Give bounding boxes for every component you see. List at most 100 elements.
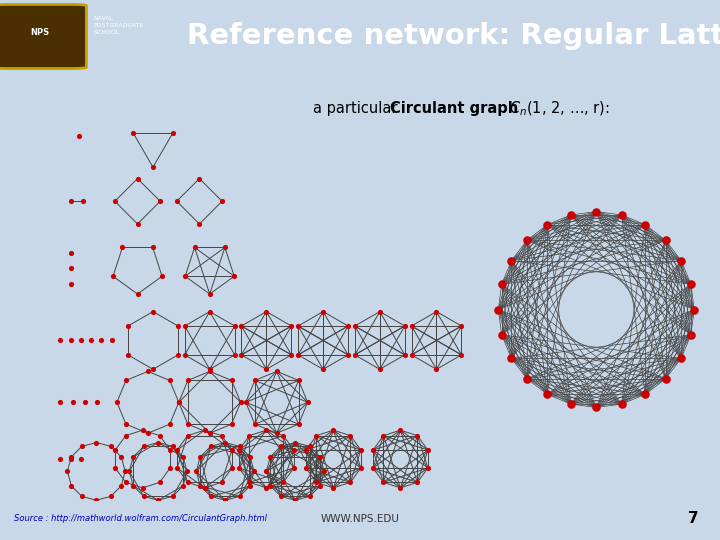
Point [132, 174, 143, 183]
Point [304, 442, 315, 451]
Point [115, 482, 127, 490]
Point [55, 398, 66, 407]
Point [378, 478, 390, 487]
Point [304, 492, 315, 501]
Point [182, 431, 194, 440]
Point [120, 420, 132, 428]
Point [120, 467, 131, 476]
Point [243, 478, 255, 487]
Point [76, 442, 88, 451]
Point [153, 496, 164, 504]
Point [204, 365, 215, 374]
Point [164, 446, 176, 454]
Point [590, 207, 602, 216]
Point [91, 438, 102, 447]
Point [65, 336, 76, 345]
Point [311, 431, 323, 440]
Point [395, 426, 406, 435]
Point [77, 197, 89, 206]
Text: NAVAL
POSTGRADUATE
SCHOOL: NAVAL POSTGRADUATE SCHOOL [94, 16, 144, 35]
Point [345, 478, 356, 487]
Point [91, 496, 102, 504]
Point [233, 446, 245, 454]
Point [496, 280, 508, 288]
Point [205, 442, 217, 451]
Point [367, 446, 379, 454]
Point [261, 467, 272, 476]
Point [147, 365, 158, 374]
Point [79, 398, 91, 407]
Text: 7: 7 [688, 511, 698, 526]
Point [96, 336, 107, 345]
Point [171, 197, 182, 206]
Point [179, 272, 191, 281]
Point [315, 482, 326, 490]
Point [127, 129, 139, 138]
Point [302, 398, 313, 407]
Point [111, 398, 122, 407]
Point [91, 398, 103, 407]
Point [65, 248, 76, 257]
Point [342, 350, 354, 359]
Point [271, 367, 282, 376]
Point [349, 322, 361, 330]
Point [374, 365, 386, 374]
Point [456, 350, 467, 359]
Point [431, 365, 442, 374]
Point [399, 322, 410, 330]
Point [147, 307, 158, 316]
Point [395, 483, 406, 492]
Point [147, 243, 158, 252]
Point [660, 374, 671, 383]
Point [406, 350, 418, 359]
Point [117, 243, 128, 252]
Point [154, 478, 166, 487]
Point [590, 403, 602, 412]
Point [300, 446, 312, 454]
Text: a particular: a particular [312, 101, 402, 116]
Point [199, 426, 210, 435]
Point [122, 322, 134, 330]
Point [182, 478, 194, 487]
Point [422, 446, 433, 454]
Point [685, 280, 697, 288]
Point [153, 438, 164, 447]
Point [367, 464, 379, 472]
Point [127, 482, 139, 490]
Point [311, 478, 323, 487]
Point [199, 483, 210, 492]
Point [271, 429, 282, 437]
Point [73, 132, 84, 140]
Point [172, 350, 184, 359]
Point [261, 426, 272, 435]
Text: Source : http://mathworld.wolfram.com/CirculantGraph.html: Source : http://mathworld.wolfram.com/Ci… [14, 515, 267, 523]
Point [107, 272, 119, 281]
Point [228, 272, 240, 281]
Point [275, 442, 287, 451]
Point [315, 453, 326, 461]
Point [132, 220, 143, 228]
Point [541, 220, 553, 229]
Point [412, 478, 423, 487]
Point [171, 464, 183, 472]
Point [521, 374, 533, 383]
Point [179, 322, 191, 330]
Point [216, 478, 228, 487]
Point [328, 483, 339, 492]
Point [204, 429, 215, 437]
Point [226, 420, 238, 428]
Point [505, 354, 517, 363]
Point [219, 243, 230, 252]
Point [675, 354, 687, 363]
Point [288, 446, 300, 454]
Point [278, 431, 289, 440]
Point [156, 272, 168, 281]
Point [660, 236, 671, 245]
Point [616, 211, 627, 219]
Point [496, 330, 508, 339]
Point [172, 322, 184, 330]
Point [155, 197, 166, 206]
Point [204, 367, 215, 376]
Point [286, 322, 297, 330]
Point [194, 453, 206, 461]
